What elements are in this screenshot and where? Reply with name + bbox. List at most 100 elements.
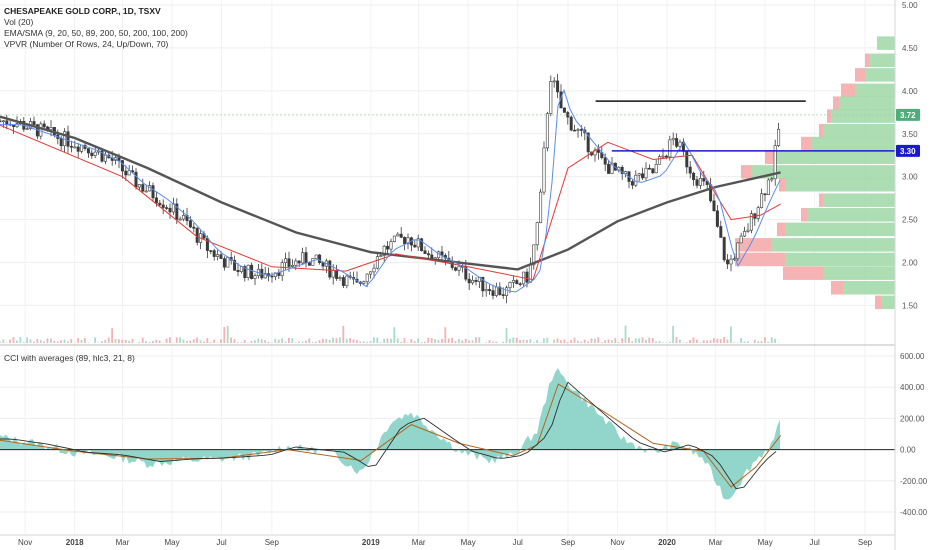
volume-bar: [36, 338, 39, 343]
volume-bar: [543, 338, 545, 343]
cci-panel: [0, 367, 895, 500]
time-tick-label: 2019: [362, 538, 380, 547]
candle-down: [158, 202, 162, 206]
candle-up: [511, 280, 515, 283]
volume-profile-up-row: [839, 96, 895, 110]
legend-moving-averages[interactable]: EMA/SMA (9, 20, 50, 89, 200, 50, 200, 10…: [4, 28, 188, 38]
volume-bar: [155, 339, 158, 343]
volume-bar: [53, 340, 56, 343]
candle-up: [736, 242, 740, 259]
volume-profile-up-row: [775, 150, 895, 165]
volume-bar: [441, 338, 443, 343]
volume-bar: [614, 338, 617, 343]
volume-bar: [165, 338, 168, 343]
volume-bar: [145, 340, 147, 343]
volume-bar: [141, 337, 144, 343]
price-panel: [0, 74, 781, 304]
volume-bar: [709, 340, 712, 343]
cci-tick-label: -400.00: [900, 508, 928, 517]
candle-up: [1, 120, 5, 123]
time-tick-label: Nov: [18, 538, 32, 547]
volume-bar: [56, 341, 59, 343]
candle-down: [192, 226, 196, 229]
legend-title[interactable]: CHESAPEAKE GOLD CORP., 1D, TSXV: [4, 6, 161, 16]
volume-profile-up-row: [807, 208, 895, 222]
volume-bar: [753, 339, 756, 343]
time-tick-label: May: [164, 538, 179, 547]
candle-up: [15, 123, 19, 127]
candle-down: [243, 266, 247, 279]
volume-bar: [492, 341, 494, 343]
volume-bar: [458, 338, 460, 343]
volume-bar: [223, 326, 226, 343]
volume-bar: [281, 338, 283, 343]
volume-bar: [628, 337, 630, 343]
price-tick-label: 3.00: [902, 173, 918, 182]
candle-up: [406, 237, 410, 245]
volume-bar: [719, 339, 722, 343]
volume-bar: [284, 341, 287, 343]
volume-profile-down-row: [783, 266, 823, 280]
legend-cci[interactable]: CCI with averages (89, hlc3, 21, 8): [4, 353, 135, 363]
candle-down: [556, 80, 560, 93]
candle-down: [695, 179, 699, 186]
candle-up: [739, 235, 743, 244]
candle-up: [576, 129, 580, 131]
candle-down: [304, 252, 308, 264]
volume-bar: [631, 341, 634, 343]
candle-up: [345, 275, 349, 286]
candle-down: [426, 253, 430, 256]
candle-up: [379, 255, 383, 257]
time-tick-label: Sep: [858, 538, 873, 547]
volume-bar: [345, 338, 348, 343]
volume-bar: [505, 328, 508, 343]
candle-down: [134, 171, 138, 188]
volume-bar: [570, 339, 572, 343]
volume-profile-up-row: [823, 123, 895, 138]
legend-vpvr[interactable]: VPVR (Number Of Rows, 24, Up/Down, 70): [4, 39, 169, 49]
volume-profile-up-row: [855, 83, 895, 98]
candle-down: [651, 168, 655, 174]
volume-profile-up-row: [831, 109, 895, 123]
candle-down: [596, 149, 600, 153]
volume-bar: [39, 340, 42, 343]
volume-bar: [702, 340, 705, 343]
candle-up: [25, 128, 29, 130]
time-tick-label: Jul: [216, 538, 226, 547]
volume-bar: [679, 339, 681, 343]
volume-bar: [655, 341, 657, 343]
volume-bar: [461, 340, 464, 343]
candle-down: [233, 259, 237, 271]
cci-tick-label: 600.00: [900, 352, 925, 361]
legend-volume[interactable]: Vol (20): [4, 17, 34, 27]
candle-down: [195, 227, 199, 243]
candle-up: [671, 138, 675, 141]
candle-down: [341, 277, 345, 286]
volume-bar: [740, 338, 742, 343]
candle-down: [151, 185, 155, 199]
volume-bar: [124, 339, 127, 343]
volume-bar: [485, 342, 487, 343]
volume-bar: [464, 338, 467, 343]
volume-bar: [447, 338, 450, 343]
candle-down: [423, 250, 427, 254]
volume-bar: [668, 341, 671, 343]
candle-down: [168, 207, 172, 213]
last-price-badge: 3.72: [900, 111, 916, 120]
candle-down: [141, 184, 145, 192]
volume-bar: [699, 342, 702, 343]
volume-bar: [29, 339, 32, 343]
volume-bar: [471, 340, 474, 343]
volume-bar: [424, 341, 426, 343]
candle-up: [610, 162, 614, 174]
volume-bar: [662, 342, 664, 343]
volume-bar: [50, 338, 52, 343]
candle-up: [301, 252, 305, 264]
volume-bar: [553, 339, 555, 343]
volume-profile-down-row: [827, 109, 831, 123]
volume-bar: [509, 338, 511, 343]
candle-down: [620, 166, 624, 174]
candle-down: [219, 254, 223, 259]
candle-down: [222, 258, 226, 268]
volume-bar: [267, 341, 270, 343]
